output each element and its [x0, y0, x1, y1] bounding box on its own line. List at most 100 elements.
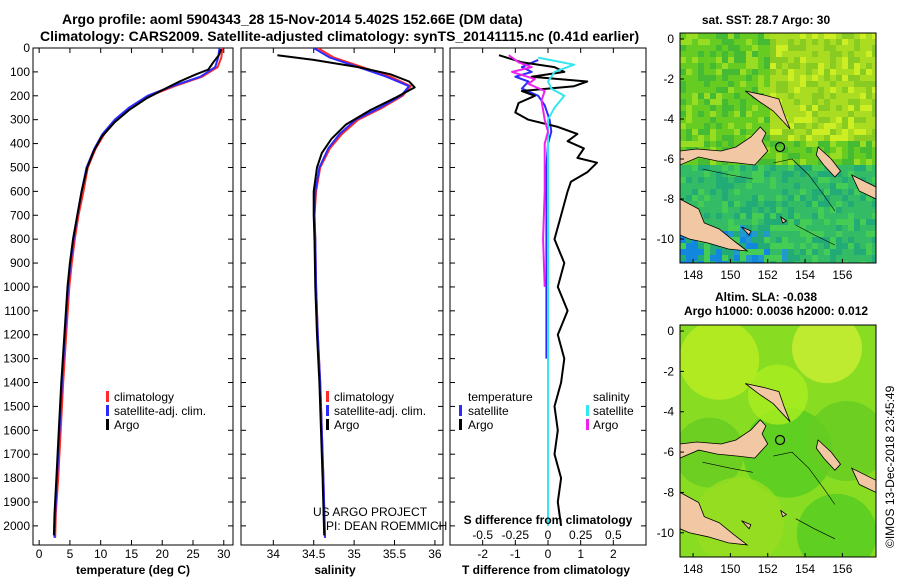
map-frame: [679, 32, 877, 264]
difference-top-xlabel: S difference from climatology: [464, 513, 633, 527]
legend-marker-argo: [326, 419, 329, 430]
x-tick-label: 20: [156, 547, 170, 561]
y-tick-label: 400: [10, 137, 30, 151]
salinity-panel: [240, 47, 444, 546]
land-mass: [745, 90, 791, 130]
pi-annotation: PI: DEAN ROEMMICH: [326, 519, 447, 533]
y-tick-label: 600: [10, 184, 30, 198]
x-tick-label: 34: [267, 547, 281, 561]
map-field: [680, 33, 876, 263]
map-x-tick-label: 156: [832, 562, 852, 576]
map-y-tick-label: -4: [663, 112, 674, 126]
x-tick-label: 5: [67, 547, 74, 561]
y-tick-label: 200: [10, 89, 30, 103]
legend-marker-t-satellite: [459, 405, 462, 416]
y-tick-label: 0: [23, 41, 30, 55]
map-y-tick-label: -6: [663, 445, 674, 459]
series-group: [277, 48, 416, 538]
series-salinity-argo: [508, 54, 549, 287]
land-mass: [815, 439, 842, 471]
legend-marker-climatology: [106, 391, 109, 402]
temperature-plot: 0100200300400500600700800900100011001200…: [3, 41, 233, 561]
map-x-tick-label: 152: [758, 268, 778, 282]
land-mass: [680, 198, 749, 252]
land-mass: [850, 174, 876, 200]
map-x-tick-label: 150: [720, 562, 740, 576]
contour-line: [795, 224, 836, 246]
series-temperature-satellite: [514, 58, 553, 359]
y-tick-label: 1300: [3, 352, 30, 366]
temperature-panel: [32, 47, 234, 546]
land-mass: [741, 520, 752, 530]
map-field: [680, 325, 876, 557]
contour-line: [773, 451, 836, 505]
x-tick-label: 1: [577, 547, 584, 561]
contour-line: [702, 168, 753, 180]
y-tick-label: 1100: [4, 304, 30, 318]
legend-s-argo: Argo: [593, 418, 619, 432]
legend-satellite: satellite-adj. clim.: [114, 404, 206, 418]
project-annotation: US ARGO PROJECT: [313, 505, 428, 519]
y-tick-label: 1000: [3, 280, 30, 294]
y-tick-label: 1600: [3, 423, 30, 437]
s-tick-label: 0.5: [605, 528, 622, 542]
difference-xlabel: T difference from climatology: [462, 563, 630, 577]
x-tick-label: -1: [510, 547, 521, 561]
x-tick-label: 0: [545, 547, 552, 561]
temperature-legend: climatology satellite-adj. clim. Argo: [106, 390, 206, 432]
salinity-xlabel: salinity: [314, 563, 356, 577]
map-x-tick-label: 148: [683, 562, 703, 576]
legend-t-satellite: satellite: [468, 404, 509, 418]
s-tick-label: -0.25: [502, 528, 530, 542]
map-x-tick-label: 154: [795, 268, 815, 282]
salinity-plot: 34 34.5 35 35.5 36: [241, 47, 443, 561]
legend-marker-climatology: [326, 391, 329, 402]
difference-legend: temperature satellite Argo salinity sate…: [459, 390, 634, 432]
legend-marker-t-argo: [459, 419, 462, 430]
legend-marker-satellite: [326, 405, 329, 416]
map-y-tick-label: -8: [663, 485, 674, 499]
series-group: [498, 54, 598, 527]
temperature-xlabel: temperature (deg C): [76, 563, 190, 577]
legend-temperature-title: temperature: [468, 390, 533, 404]
sst-map-title: sat. SST: 28.7 Argo: 30: [702, 13, 831, 27]
land-mass: [780, 215, 788, 224]
y-tick-label: 1700: [3, 447, 30, 461]
land-mass: [680, 491, 749, 546]
sla-map: 148 150 152 154 156 0 -2 -4 -6 -8 -10: [657, 324, 877, 576]
x-tick-label: 35: [347, 547, 361, 561]
sst-map: 148 150 152 154 156 0 -2 -4 -6 -8 -10: [657, 32, 877, 282]
map-x-tick-label: 148: [683, 268, 703, 282]
y-tick-label: 900: [10, 256, 30, 270]
y-tick-label: 1200: [3, 328, 30, 342]
argo-position-marker: [774, 434, 786, 446]
argo-position-marker: [774, 141, 786, 153]
y-tick-label: 300: [10, 113, 30, 127]
x-tick-label: -2: [477, 547, 488, 561]
title-line1: Argo profile: aoml 5904343_28 15-Nov-201…: [62, 11, 523, 27]
y-tick-label: 1400: [3, 376, 30, 390]
y-tick-label: 1500: [3, 399, 30, 413]
legend-s-satellite: satellite: [593, 404, 634, 418]
legend-t-argo: Argo: [468, 418, 494, 432]
series-temperature-argo: [498, 54, 598, 527]
map-x-tick-label: 150: [720, 268, 740, 282]
series-argo: [52, 48, 223, 536]
legend-argo: Argo: [114, 418, 140, 432]
land-mass: [680, 126, 769, 166]
legend-argo: Argo: [334, 418, 360, 432]
sla-map-title2: Argo h1000: 0.0036 h2000: 0.012: [684, 304, 868, 318]
legend-marker-satellite: [106, 405, 109, 416]
x-tick-label: 15: [125, 547, 139, 561]
y-tick-label: 1800: [3, 471, 30, 485]
legend-climatology: climatology: [114, 390, 174, 404]
s-tick-label: -0.5: [472, 528, 493, 542]
map-frame: [679, 324, 877, 558]
map-x-tick-label: 156: [832, 268, 852, 282]
legend-satellite: satellite-adj. clim.: [334, 404, 426, 418]
contour-line: [795, 518, 836, 540]
difference-plot: -2 -1 0 1 2 -0.5 -0.25 0 0.25 0.5: [450, 47, 646, 561]
s-tick-label: 0.25: [569, 528, 593, 542]
legend-marker-s-argo: [586, 419, 589, 430]
